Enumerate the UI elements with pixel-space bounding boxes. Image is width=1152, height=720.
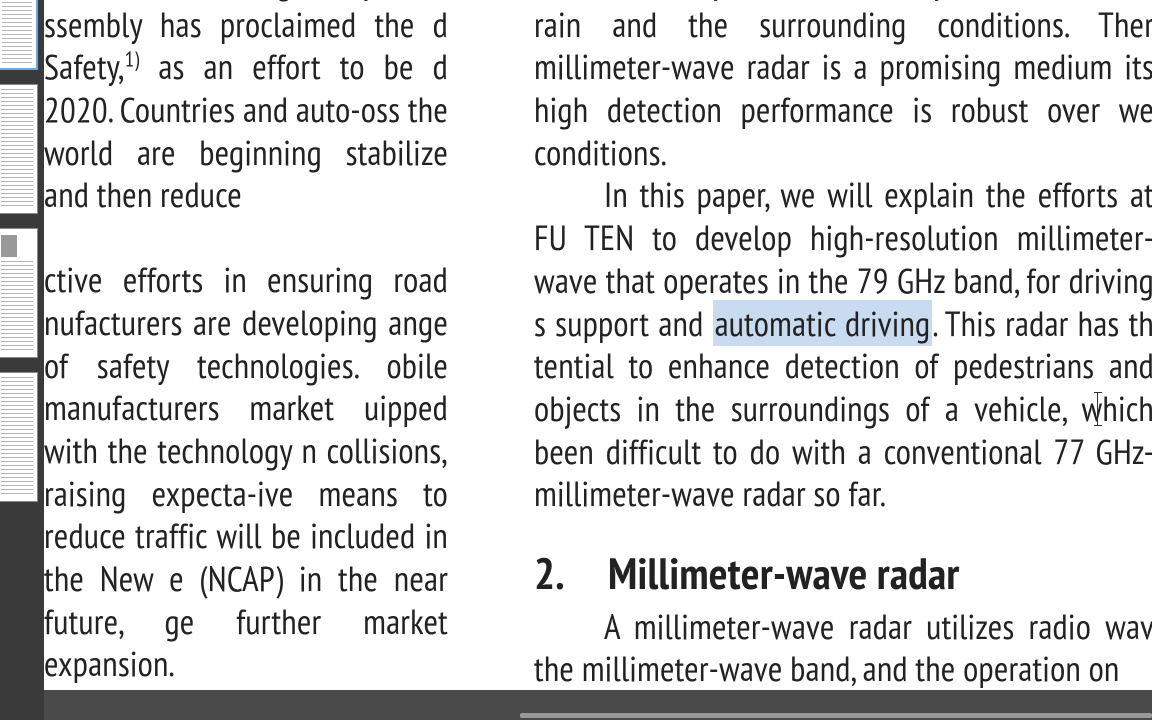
body-paragraph: these are likely to be affected by the e… [534,0,1152,173]
body-paragraph: A millimeter-wave radar utilizes radio w… [534,605,1152,690]
horizontal-scrollbar[interactable] [520,713,1152,718]
document-viewport[interactable]: n the increase globally. The ssembly has… [44,0,1152,720]
right-column: these are likely to be affected by the e… [534,0,1152,690]
thumbnail-preview-icon [2,0,32,64]
page-thumbnail-3[interactable] [0,228,38,358]
thumbnail-preview-icon [1,261,33,353]
heading-number: 2. [534,547,582,601]
thumbnail-sidebar[interactable] [0,0,44,720]
page-content: n the increase globally. The ssembly has… [44,0,1152,690]
thumbnail-figure-icon [1,235,17,257]
page-thumbnail-1[interactable] [0,0,38,70]
text-selection[interactable]: automatic driving [713,300,933,346]
page-thumbnail-4[interactable] [0,372,38,502]
section-heading: 2. Millimeter-wave radar [534,547,1152,601]
thumbnail-preview-icon [1,377,33,497]
text-cursor-icon [1097,392,1099,426]
superscript-citation: 1) [125,46,140,73]
heading-title: Millimeter-wave radar [608,547,960,601]
pdf-viewer: n the increase globally. The ssembly has… [0,0,1152,720]
thumbnail-preview-icon [1,89,33,209]
left-column: n the increase globally. The ssembly has… [44,0,448,690]
body-paragraph: In this paper, we will explain the effor… [534,173,1152,515]
page-thumbnail-2[interactable] [0,84,38,214]
body-paragraph: ctive efforts in ensuring road nufacture… [44,258,448,685]
body-paragraph: n the increase globally. The ssembly has… [44,0,448,216]
